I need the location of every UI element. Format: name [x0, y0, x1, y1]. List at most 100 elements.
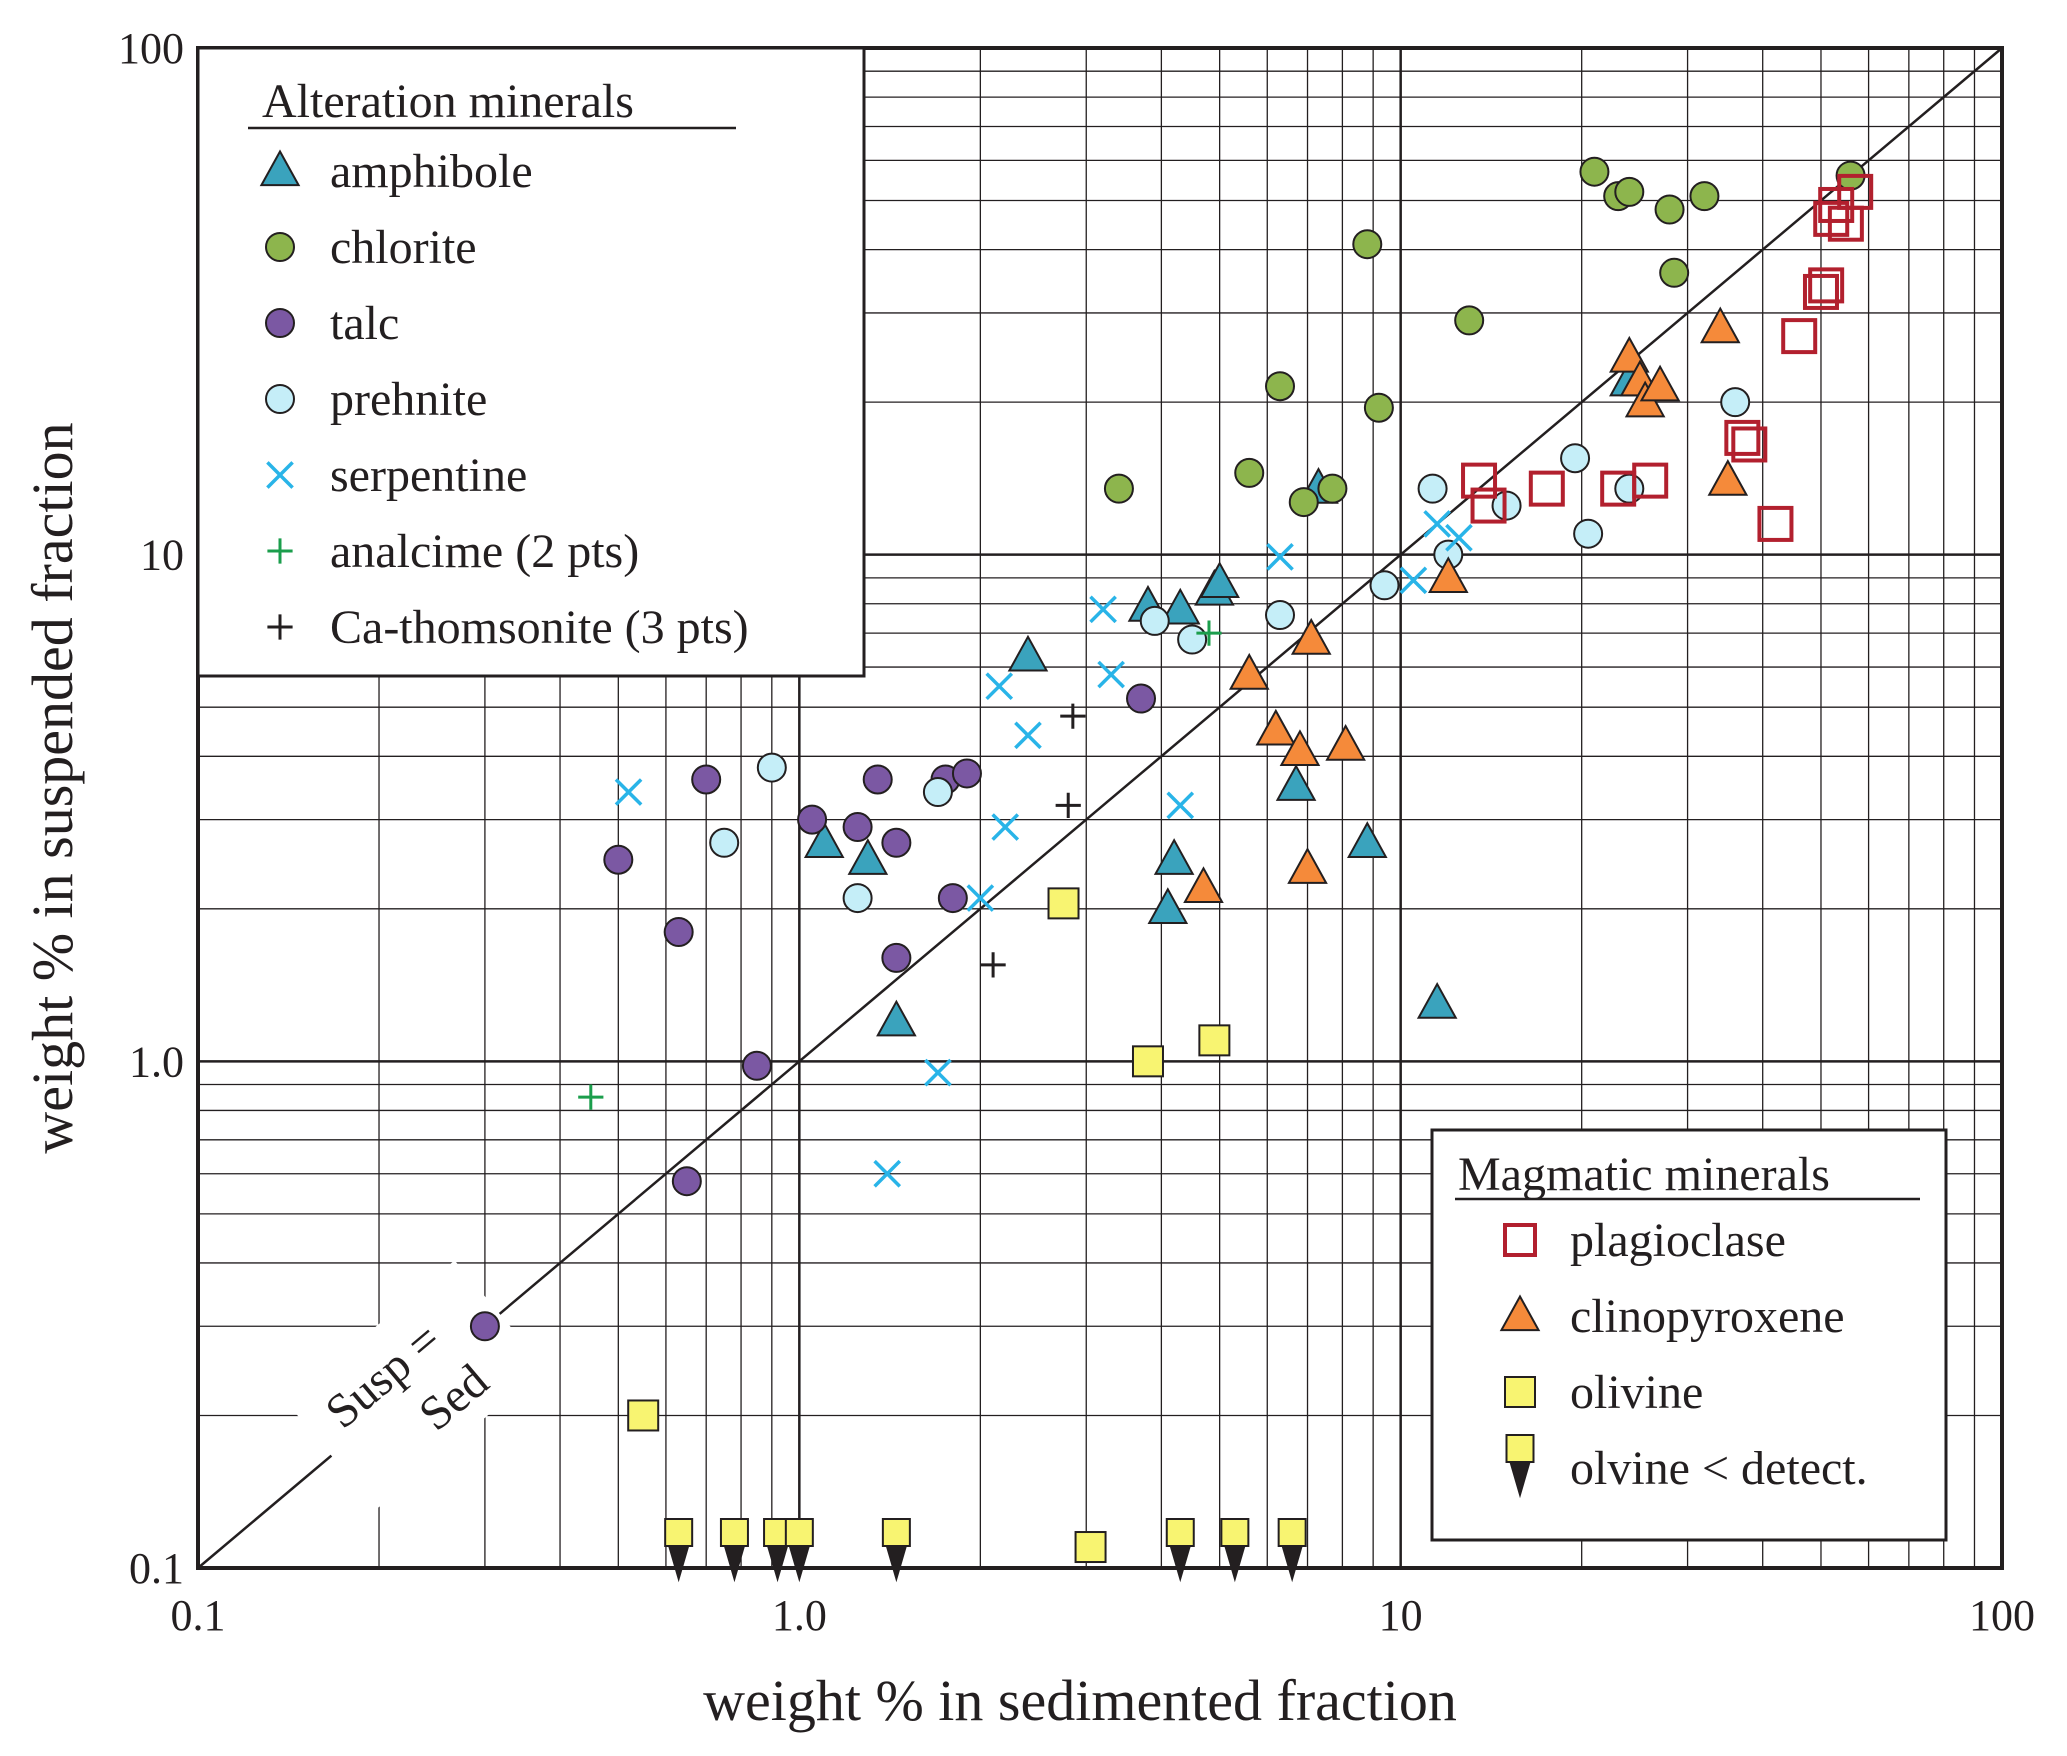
series-olvine-detect: [664, 1518, 1307, 1583]
point-olvine-detect: [1277, 1518, 1307, 1583]
point-chlorite: [1659, 257, 1690, 288]
point-chlorite: [1265, 371, 1296, 402]
tick-labels: 0.10.1 1.0 1.0 10 10 100 100: [118, 24, 2035, 1640]
legend-marker: [267, 614, 293, 640]
series-olivine: [627, 887, 1231, 1564]
point-clinopyroxene: [1639, 364, 1681, 402]
point-serpentine: [1423, 510, 1452, 538]
point-talc: [691, 764, 722, 795]
legend-entry-label: prehnite: [330, 373, 487, 426]
legend-marker: [267, 538, 293, 564]
point-serpentine: [1166, 791, 1195, 820]
point-plagioclase: [1731, 426, 1768, 463]
series-talc: [469, 683, 1157, 1342]
series-serpentine: [614, 510, 1473, 1188]
x-axis-label: weight % in sedimented fraction: [703, 1668, 1457, 1733]
point-talc: [797, 804, 828, 835]
point-prehnite: [922, 777, 953, 808]
below-detection-square: [1277, 1518, 1307, 1547]
point-chlorite: [1579, 156, 1610, 187]
below-detection-arrow: [767, 1547, 788, 1583]
point-prehnite: [1573, 518, 1604, 549]
point-serpentine: [1399, 566, 1428, 595]
below-detection-arrow: [886, 1547, 907, 1583]
point-clinopyroxene: [1325, 723, 1366, 761]
point-serpentine: [1089, 595, 1117, 624]
legend-entry-label: Ca-thomsonite (3 pts): [330, 601, 749, 654]
point-chlorite: [1103, 473, 1134, 504]
point-prehnite: [1139, 605, 1170, 636]
point-prehnite: [842, 883, 873, 914]
plot-frame: [196, 46, 2004, 1570]
point-amphibole: [1159, 587, 1201, 625]
legend-box: [196, 46, 866, 678]
point-talc: [862, 764, 893, 795]
point-plagioclase: [1757, 505, 1794, 542]
point-amphibole: [876, 999, 917, 1037]
point-amphibole: [1275, 764, 1317, 801]
below-detection-arrow: [789, 1547, 810, 1583]
point-prehnite: [1265, 600, 1296, 631]
below-detection-square: [1505, 1434, 1535, 1463]
below-detection-square: [1220, 1518, 1250, 1547]
point-serpentine: [614, 778, 643, 806]
point-ca-thomsonite-3-pts: [980, 952, 1006, 978]
point-amphibole: [1147, 887, 1189, 924]
point-talc: [663, 916, 694, 947]
point-plagioclase: [1528, 470, 1565, 507]
point-amphibole: [847, 838, 889, 875]
point-olivine: [1047, 887, 1080, 920]
point-talc: [671, 1166, 702, 1197]
point-analcime-2-pts: [1196, 620, 1222, 646]
legend-entry-label: clinopyroxene: [1570, 1290, 1845, 1343]
legend-title: Magmatic minerals: [1458, 1148, 1830, 1201]
point-plagioclase: [1461, 462, 1498, 499]
point-olvine-detect: [1165, 1518, 1195, 1583]
point-analcime-2-pts: [578, 1084, 604, 1110]
point-chlorite: [1654, 194, 1685, 225]
data-points: [469, 156, 1874, 1583]
point-serpentine: [1014, 721, 1042, 750]
point-talc: [1126, 683, 1157, 714]
point-clinopyroxene: [1279, 729, 1321, 767]
point-plagioclase: [1470, 487, 1507, 524]
point-plagioclase: [1781, 318, 1818, 355]
point-chlorite: [1614, 176, 1645, 207]
x-tick-label: 0.1: [171, 1591, 226, 1640]
point-olivine: [627, 1399, 660, 1432]
point-clinopyroxene: [1287, 847, 1328, 884]
point-amphibole: [1346, 821, 1388, 858]
point-plagioclase: [1808, 267, 1845, 304]
point-chlorite: [1363, 392, 1394, 423]
legend-marker: [1503, 1223, 1537, 1257]
point-clinopyroxene: [1699, 306, 1741, 344]
point-olvine-detect: [784, 1518, 814, 1583]
point-amphibole: [1416, 982, 1458, 1019]
point-serpentine: [1445, 523, 1473, 552]
legend-title: Alteration minerals: [262, 75, 634, 128]
below-detection-arrow: [1281, 1547, 1303, 1583]
point-talc: [937, 883, 968, 914]
below-detection-square: [881, 1518, 911, 1547]
legend-entry-label: olvine < detect.: [1570, 1442, 1868, 1495]
legend-magmatic: Magmatic minerals plagioclase clinopyroxen…: [1430, 1128, 1948, 1542]
point-prehnite: [1369, 570, 1400, 601]
below-detection-arrow: [1224, 1547, 1246, 1583]
below-detection-arrow: [724, 1547, 745, 1583]
point-talc: [881, 827, 912, 858]
legend-entry-label: serpentine: [330, 449, 527, 502]
legend-entry-label: plagioclase: [1570, 1214, 1786, 1267]
below-detection-square: [1165, 1518, 1195, 1547]
point-prehnite: [1720, 387, 1751, 418]
point-olvine-detect: [1220, 1518, 1250, 1583]
below-detection-square: [719, 1518, 749, 1547]
point-clinopyroxene: [1707, 459, 1749, 496]
x-tick-label: 10: [1379, 1591, 1423, 1640]
point-clinopyroxene: [1255, 708, 1297, 746]
point-serpentine: [985, 672, 1014, 701]
point-talc: [881, 942, 912, 973]
point-olivine: [1131, 1045, 1164, 1078]
legend-entry-label: talc: [330, 297, 399, 350]
legend-entry-label: amphibole: [330, 145, 533, 198]
legend-marker: [1499, 1294, 1541, 1332]
